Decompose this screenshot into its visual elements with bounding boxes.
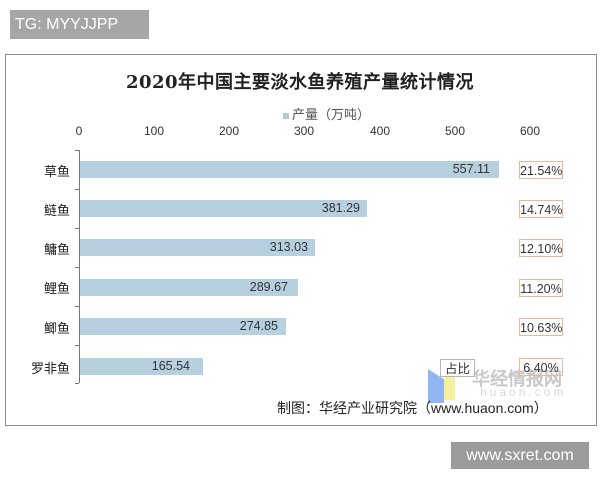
x-tick: 500: [444, 124, 466, 138]
share-header: 占比: [440, 359, 475, 377]
y-tick: [75, 150, 79, 151]
x-tick: 0: [75, 124, 83, 138]
y-axis: [79, 150, 80, 383]
y-tick: [75, 267, 79, 268]
share-label: 21.54%: [519, 161, 563, 179]
logo-watermark-sub: huaon.com: [480, 385, 567, 399]
category-label: 鲤鱼: [43, 281, 70, 296]
legend-label: 产量（万吨）: [292, 107, 371, 122]
bar: [80, 239, 315, 256]
value-label: 313.03: [269, 240, 308, 254]
source-note: 制图：华经产业研究院（www.huaon.com）: [277, 400, 548, 416]
bar: [80, 358, 203, 375]
chart-title: 2020年中国主要淡水鱼养殖产量统计情况: [125, 72, 475, 93]
y-tick: [75, 306, 79, 307]
value-label: 557.11: [452, 162, 490, 176]
x-tick: 300: [293, 124, 315, 138]
y-tick: [75, 189, 79, 190]
x-tick: 200: [218, 124, 240, 138]
category-label: 鳙鱼: [43, 242, 70, 257]
value-label: 274.85: [239, 319, 278, 333]
share-label: 6.40%: [519, 358, 563, 376]
y-tick: [75, 383, 79, 384]
category-label: 罗非鱼: [30, 361, 70, 376]
watermark-bottom: www.sxret.com: [451, 442, 589, 469]
watermark-top: TG: MYYJJPP: [10, 10, 149, 39]
x-tick: 400: [369, 124, 391, 138]
share-label: 12.10%: [519, 239, 563, 257]
bar: [80, 161, 499, 178]
share-label: 11.20%: [519, 279, 563, 297]
category-label: 鲫鱼: [43, 321, 70, 336]
bar: [80, 318, 286, 335]
logo-yellow-icon: [444, 376, 455, 400]
value-label: 381.29: [321, 201, 360, 215]
share-label: 14.74%: [519, 200, 563, 218]
share-label: 10.63%: [519, 318, 563, 336]
legend-swatch-icon: [283, 112, 289, 119]
logo-watermark: 华经情报网: [472, 369, 562, 389]
y-tick: [75, 228, 79, 229]
x-tick: 600: [519, 124, 541, 138]
logo-blue-icon: [428, 369, 444, 403]
value-label: 165.54: [151, 359, 190, 373]
bar: [80, 279, 298, 296]
x-tick: 100: [143, 124, 165, 138]
category-label: 鲢鱼: [43, 203, 70, 218]
bar: [80, 200, 367, 217]
legend: 产量（万吨）: [283, 104, 370, 123]
value-label: 289.67: [249, 280, 288, 294]
category-label: 草鱼: [43, 164, 70, 179]
y-tick: [75, 345, 79, 346]
